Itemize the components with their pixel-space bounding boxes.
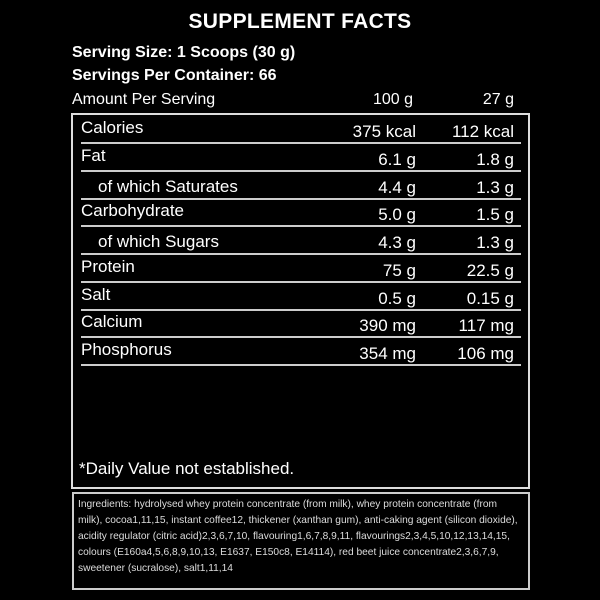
value-per-serving: 1.3 g xyxy=(476,178,514,197)
value-per-100g: 390 mg xyxy=(359,316,416,335)
value-per-serving: 0.15 g xyxy=(466,289,514,308)
nutrient-row: Phosphorus 354 mg 106 mg xyxy=(81,337,521,366)
value-per-100g: 0.5 g xyxy=(378,289,416,308)
nutrient-row: Fat 6.1 g 1.8 g xyxy=(81,143,521,172)
value-per-100g: 6.1 g xyxy=(378,150,416,169)
nutrient-name: Carbohydrate xyxy=(81,201,185,220)
nutrition-table: *Daily Value not established. Calories 37… xyxy=(71,113,530,489)
nutrient-name: Salt xyxy=(81,285,111,304)
nutrient-row: Carbohydrate 5.0 g 1.5 g xyxy=(81,198,521,227)
nutrient-name: of which Sugars xyxy=(98,232,219,251)
value-per-100g: 5.0 g xyxy=(378,205,416,224)
nutrient-name: of which Saturates xyxy=(98,177,238,196)
value-per-serving: 117 mg xyxy=(458,316,514,335)
nutrient-name: Calories xyxy=(81,118,144,137)
column-header: Amount Per Serving 100 g 27 g xyxy=(72,91,514,111)
nutrient-row: Calcium 390 mg 117 mg xyxy=(81,309,521,338)
nutrient-row: of which Saturates 4.4 g 1.3 g xyxy=(81,171,521,200)
value-per-100g: 354 mg xyxy=(359,344,416,363)
column-100g: 100 g xyxy=(372,91,413,108)
value-per-100g: 75 g xyxy=(382,261,416,280)
nutrient-row: Protein 75 g 22.5 g xyxy=(81,254,521,283)
nutrient-name: Calcium xyxy=(81,312,143,331)
value-per-serving: 22.5 g xyxy=(466,261,514,280)
value-per-100g: 4.3 g xyxy=(378,233,416,252)
amount-per-serving-label: Amount Per Serving xyxy=(72,91,216,108)
nutrient-row: of which Sugars 4.3 g 1.3 g xyxy=(81,226,521,255)
nutrient-name: Phosphorus xyxy=(81,340,172,359)
daily-value-footnote: *Daily Value not established. xyxy=(79,459,295,478)
column-serving: 27 g xyxy=(482,91,514,108)
value-per-serving: 1.8 g xyxy=(476,150,514,169)
nutrient-name: Protein xyxy=(81,257,135,276)
serving-size: Serving Size: 1 Scoops (30 g) xyxy=(72,44,296,61)
nutrient-row: Calories 375 kcal 112 kcal xyxy=(81,115,521,144)
value-per-serving: 112 kcal xyxy=(451,122,514,141)
nutrient-name: Fat xyxy=(81,146,106,165)
label-title: SUPPLEMENT FACTS xyxy=(188,10,412,33)
value-per-serving: 106 mg xyxy=(457,344,514,363)
servings-per-container: Servings Per Container: 66 xyxy=(72,67,277,84)
value-per-100g: 4.4 g xyxy=(378,178,416,197)
value-per-serving: 1.5 g xyxy=(476,205,514,224)
nutrient-row: Salt 0.5 g 0.15 g xyxy=(81,282,521,311)
ingredients-list: Ingredients: hydrolysed whey protein con… xyxy=(72,492,530,590)
value-per-serving: 1.3 g xyxy=(476,233,514,252)
value-per-100g: 375 kcal xyxy=(352,122,416,141)
